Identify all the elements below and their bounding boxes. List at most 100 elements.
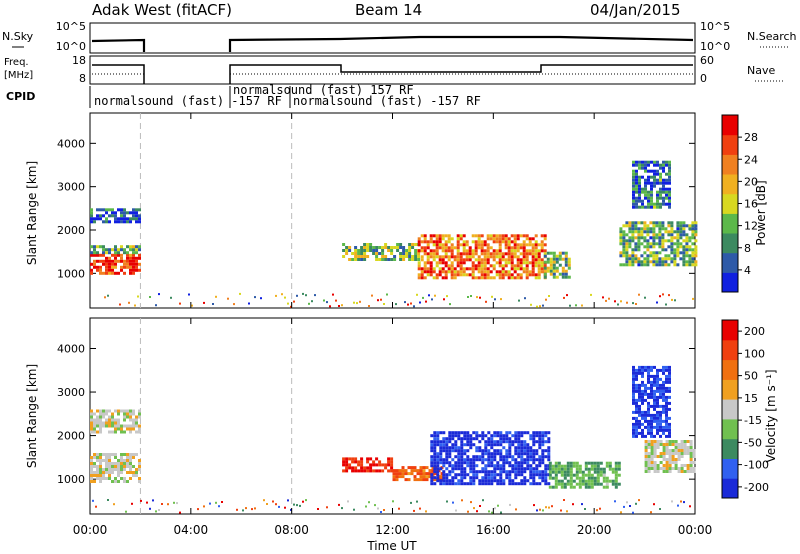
power-cell <box>474 240 478 244</box>
velocity-cell <box>653 404 656 408</box>
velocity-cell <box>569 479 573 483</box>
power-cell <box>495 249 499 253</box>
power-cell <box>513 234 517 238</box>
velocity-cell <box>472 464 476 468</box>
velocity-cell <box>596 470 600 474</box>
velocity-cell <box>422 469 426 473</box>
velocity-ground-scatter-cell <box>539 508 541 511</box>
power-cell <box>519 243 523 247</box>
velocity-cell <box>114 430 117 434</box>
power-cell <box>632 181 635 185</box>
power-cell <box>105 211 108 215</box>
power-cell <box>486 276 490 280</box>
power-ground-scatter-cell <box>134 304 136 307</box>
power-cell <box>129 217 132 221</box>
velocity-cell <box>547 446 551 450</box>
velocity-ground-scatter-cell <box>572 503 574 506</box>
power-cell <box>507 243 511 247</box>
power-cell <box>456 261 460 265</box>
velocity-cell <box>514 458 518 462</box>
velocity-cell <box>490 434 494 438</box>
power-cell <box>132 211 135 215</box>
power-cell <box>637 245 641 249</box>
power-cell <box>354 252 358 255</box>
power-cell <box>652 254 656 258</box>
velocity-cell <box>514 437 518 441</box>
power-cell <box>668 193 671 197</box>
velocity-cell <box>111 465 114 468</box>
velocity-cell <box>557 464 561 468</box>
power-cell <box>381 252 385 255</box>
velocity-cell <box>617 464 621 468</box>
power-colorbar-swatch <box>722 272 738 293</box>
velocity-cell <box>668 386 671 390</box>
velocity-ground-scatter-cell <box>413 509 415 512</box>
velocity-cell <box>641 380 644 384</box>
velocity-cell <box>457 482 461 486</box>
power-cell <box>655 233 659 237</box>
velocity-cell <box>493 431 497 435</box>
power-cell <box>510 249 514 253</box>
velocity-cell <box>541 470 545 474</box>
velocity-cell <box>508 431 512 435</box>
power-cell <box>396 249 400 252</box>
velocity-cell <box>566 479 570 483</box>
power-cell <box>688 227 692 231</box>
power-cell <box>525 249 529 253</box>
power-cell <box>546 266 550 270</box>
power-ground-scatter-cell <box>524 297 526 300</box>
velocity-cell <box>493 464 497 468</box>
power-cell <box>138 262 141 266</box>
power-cell <box>649 251 653 255</box>
velocity-cell <box>532 455 536 459</box>
power-cell <box>108 265 111 269</box>
power-cell <box>345 249 349 252</box>
power-ground-scatter-cell <box>275 294 277 297</box>
power-cell <box>129 220 132 224</box>
velocity-cell <box>662 389 665 393</box>
power-cell <box>420 255 424 259</box>
power-cell <box>441 246 445 250</box>
power-cell <box>450 249 454 253</box>
velocity-cell <box>575 464 579 468</box>
velocity-cell <box>653 452 657 455</box>
power-cell <box>634 242 638 246</box>
velocity-cell <box>481 479 485 483</box>
velocity-cell <box>680 443 684 446</box>
velocity-cell <box>529 455 533 459</box>
velocity-cell <box>662 449 666 452</box>
velocity-cell <box>466 443 470 447</box>
velocity-cell <box>384 466 388 470</box>
power-ground-scatter-cell <box>158 293 160 296</box>
velocity-cell <box>478 458 482 462</box>
velocity-cell <box>529 437 533 441</box>
velocity-cell <box>554 470 558 474</box>
power-cell <box>387 246 391 249</box>
power-cell <box>135 251 138 255</box>
velocity-cell <box>413 475 417 479</box>
power-cell <box>429 252 433 256</box>
power-cell <box>342 255 346 258</box>
power-cell <box>486 261 490 265</box>
power-cell <box>694 221 698 225</box>
nave-tick-bottom: 0 <box>700 72 707 85</box>
power-ground-scatter-cell <box>626 301 628 304</box>
power-cell <box>105 262 108 266</box>
velocity-cell <box>647 380 650 384</box>
velocity-cell <box>463 461 467 465</box>
power-ground-scatter-cell <box>602 296 604 299</box>
velocity-cell <box>369 463 373 467</box>
velocity-cell <box>526 458 530 462</box>
velocity-ground-scatter-cell <box>599 507 601 510</box>
power-cell <box>444 252 448 256</box>
power-cell <box>117 253 120 257</box>
power-cell <box>531 264 535 268</box>
velocity-cell <box>478 479 482 483</box>
power-cell <box>670 236 674 240</box>
power-cell <box>676 248 680 252</box>
power-cell <box>477 270 481 274</box>
velocity-ground-scatter-cell <box>623 505 625 508</box>
velocity-cell <box>132 424 135 428</box>
velocity-cell <box>514 467 518 471</box>
velocity-cell <box>117 409 120 413</box>
